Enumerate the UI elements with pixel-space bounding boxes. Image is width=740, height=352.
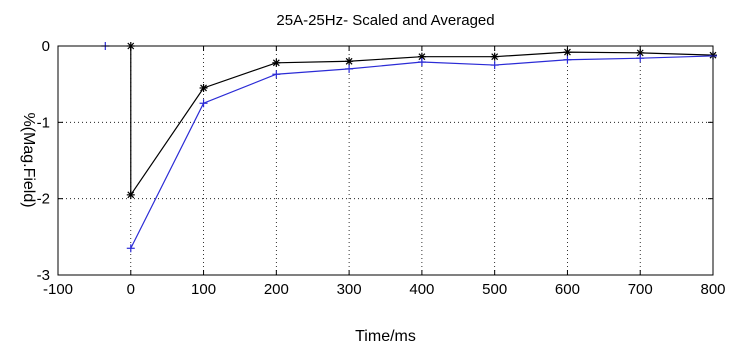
x-tick-label: 800 <box>700 281 725 298</box>
data-point <box>345 64 354 73</box>
data-point <box>126 190 135 199</box>
y-tick-label: -3 <box>37 267 50 284</box>
data-point <box>490 61 499 70</box>
y-tick-label: -2 <box>37 191 50 208</box>
series-line <box>130 46 714 197</box>
x-tick-label: 100 <box>191 281 216 298</box>
y-axis-label: %(Mag.Field) <box>20 112 37 207</box>
data-point <box>417 52 426 61</box>
data-point <box>490 52 499 61</box>
data-point <box>417 58 426 67</box>
x-tick-label: -100 <box>43 281 73 298</box>
plot-frame <box>57 45 714 276</box>
y-tick-label: -1 <box>37 114 50 131</box>
data-point <box>272 70 281 79</box>
data-point <box>563 55 572 64</box>
data-point <box>636 54 645 63</box>
x-axis-label: Time/ms <box>355 328 416 345</box>
chart-title: 25A-25Hz- Scaled and Averaged <box>276 12 494 29</box>
data-point <box>345 57 354 66</box>
x-tick-label: 200 <box>264 281 289 298</box>
data-point <box>272 58 281 67</box>
data-point <box>126 244 135 253</box>
data-point <box>199 83 208 92</box>
x-tick-label: 600 <box>555 281 580 298</box>
x-tick-label: 700 <box>628 281 653 298</box>
x-tick-label: 500 <box>482 281 507 298</box>
x-tick-label: 400 <box>409 281 434 298</box>
x-tick-label: 300 <box>337 281 362 298</box>
y-tick-label: 0 <box>42 38 50 55</box>
x-tick-label: 0 <box>127 281 135 298</box>
data-point <box>199 99 208 108</box>
plot-area <box>58 46 713 275</box>
